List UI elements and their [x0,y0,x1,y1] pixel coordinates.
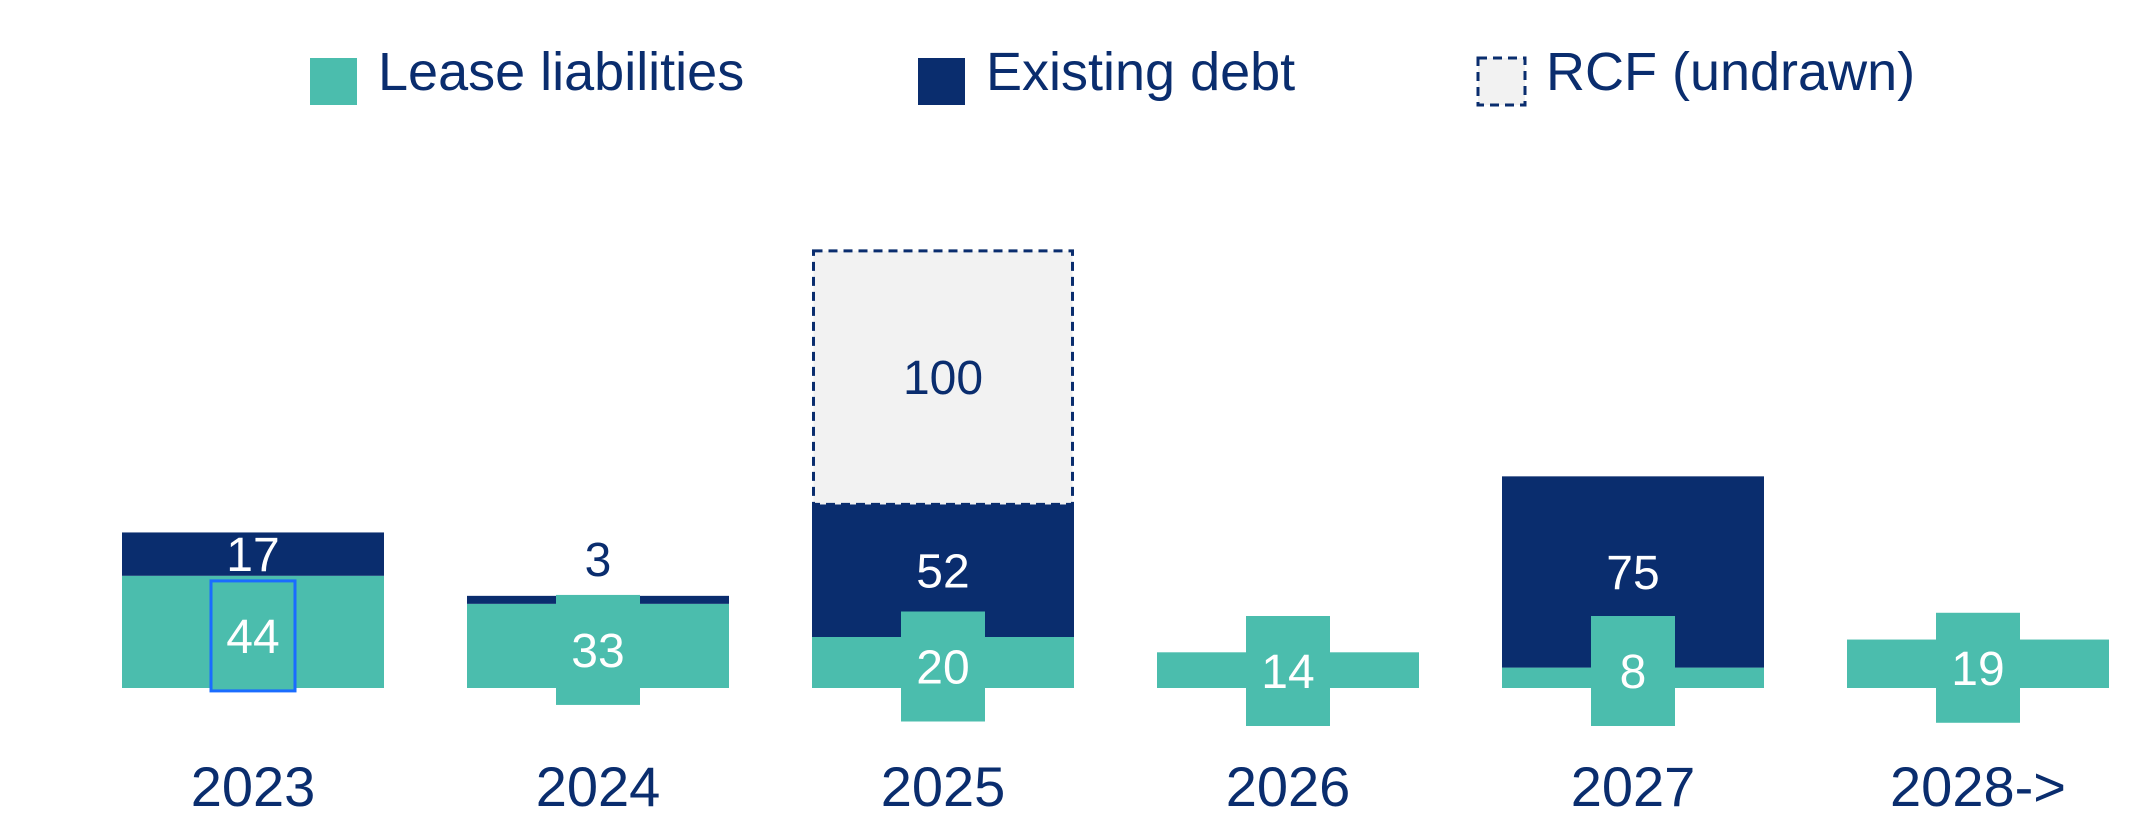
value-label-lease-2023: 44 [226,611,279,664]
value-label-lease-2027: 8 [1620,646,1647,699]
value-label-debt-2025: 52 [916,546,969,599]
bar-rcf-2025 [812,249,1074,506]
value-label-lease-2026: 14 [1261,646,1314,699]
value-label-debt-2023: 17 [226,529,279,582]
value-label-debt-2024: 3 [585,534,612,587]
lease-label-tab-2028 [1936,612,2020,723]
legend: Lease liabilities Existing debt RCF (undra… [310,42,1915,107]
category-label-2025: 2025 [881,755,1006,818]
lease-label-tab-2026 [1246,616,1330,726]
category-label-2024: 2024 [536,755,661,818]
lease-label-tab-2023 [209,579,297,693]
category-label-2023: 2023 [191,755,316,818]
value-label-debt-2027: 75 [1606,547,1659,600]
category-label-2027: 2027 [1571,755,1696,818]
legend-swatch-existing-debt [918,58,965,105]
legend-label-rcf-undrawn: RCF (undrawn) [1546,42,1915,102]
lease-label-tab-2027 [1591,616,1675,726]
category-label-2028: 2028-> [1890,755,2066,818]
value-label-lease-2028: 19 [1951,643,2004,696]
legend-swatch-lease-liabilities [310,58,357,105]
x-axis: 2023 2024 2025 2026 2027 2028-> [191,755,2066,818]
lease-label-tab-2025 [901,611,985,722]
legend-label-lease-liabilities: Lease liabilities [378,42,744,102]
category-label-2026: 2026 [1226,755,1351,818]
legend-swatch-rcf-undrawn [1476,56,1527,107]
value-label-lease-2024: 33 [571,625,624,678]
value-label-lease-2025: 20 [916,642,969,695]
value-label-rcf-2025: 100 [903,352,983,405]
bar-debt-2023 [122,532,384,576]
lease-label-tab-2024 [556,594,640,705]
legend-label-existing-debt: Existing debt [986,42,1295,102]
